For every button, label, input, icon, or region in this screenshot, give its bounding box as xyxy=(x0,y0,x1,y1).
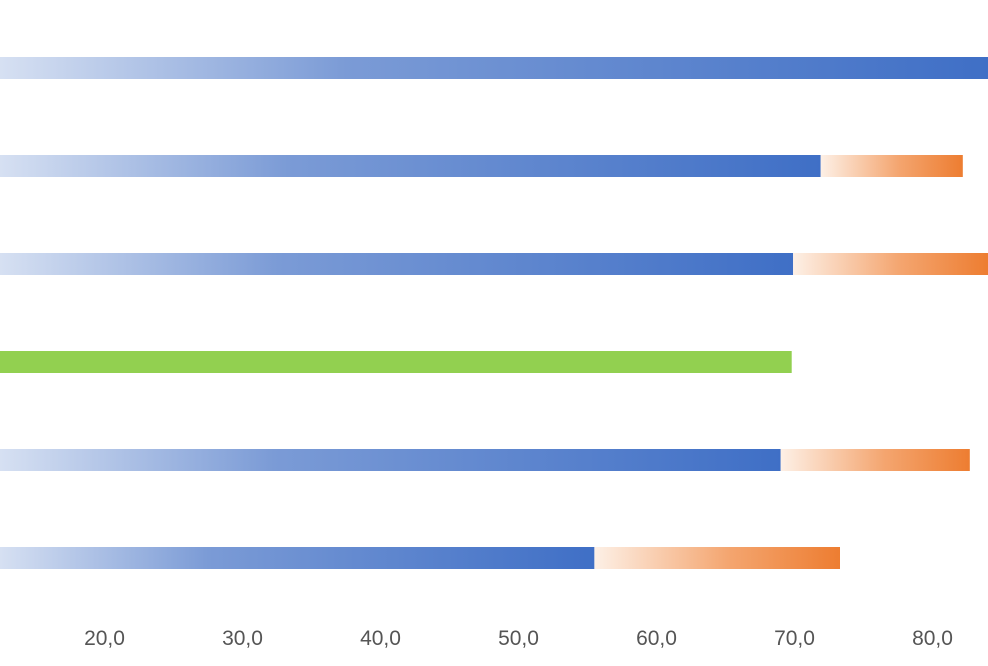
bar-row-3-segment-1-blue xyxy=(0,253,794,275)
x-tick-label: 40,0 xyxy=(360,627,401,650)
x-axis-tick-labels: 20,0 30,0 40,0 50,0 60,0 70,0 80,0 xyxy=(84,627,953,650)
x-tick-label: 50,0 xyxy=(498,627,539,650)
bar-row-2-segment-2-orange xyxy=(820,155,963,177)
bar-row-4-segment-1-green xyxy=(0,351,792,373)
x-tick-label: 20,0 xyxy=(84,627,125,650)
x-tick-label: 60,0 xyxy=(636,627,677,650)
bar-row-5-segment-2-orange xyxy=(780,449,970,471)
x-tick-label: 70,0 xyxy=(774,627,815,650)
bar-row-1-segment-1-blue xyxy=(0,57,988,79)
bar-row-3-segment-2-orange xyxy=(793,253,988,275)
bar-row-6-segment-1-blue xyxy=(0,547,595,569)
bar-row-2-segment-1-blue xyxy=(0,155,821,177)
x-tick-label: 30,0 xyxy=(222,627,263,650)
bar-row-5-segment-1-blue xyxy=(0,449,781,471)
x-tick-label: 80,0 xyxy=(912,627,953,650)
bars xyxy=(0,57,988,569)
bar-row-6-segment-2-orange xyxy=(594,547,840,569)
